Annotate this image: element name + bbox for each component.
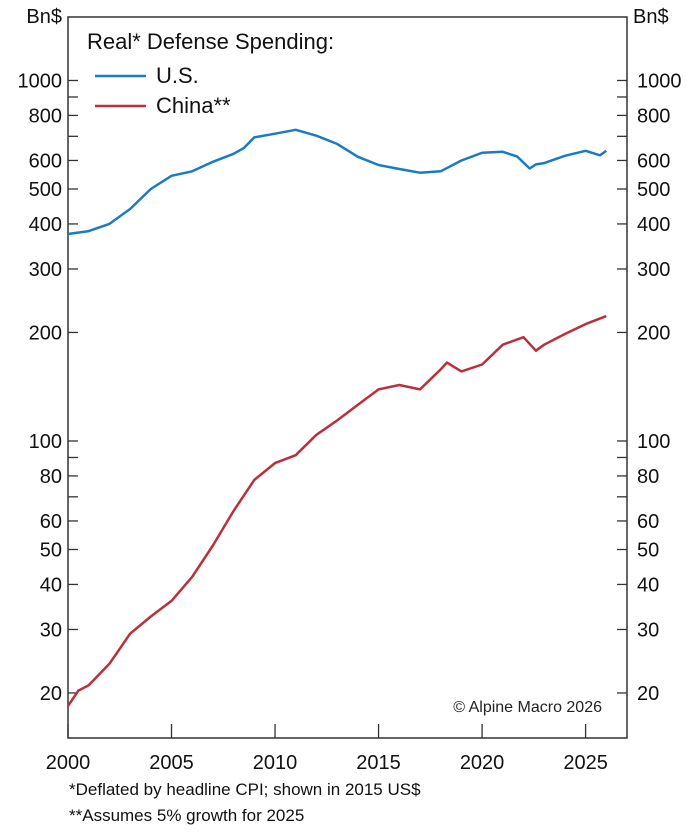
copyright-annotation: © Alpine Macro 2026 [453, 699, 602, 716]
y-tick-label-left: 30 [40, 619, 62, 641]
y-tick-label-right: 600 [637, 150, 670, 172]
y-tick-label-right: 40 [637, 574, 659, 596]
y-tick-label-right: 100 [637, 431, 670, 453]
y-tick-label-right: 200 [637, 322, 670, 344]
footnote-deflation: *Deflated by headline CPI; shown in 2015… [69, 780, 421, 799]
x-tick-label: 2010 [253, 752, 298, 774]
y-tick-label-left: 80 [40, 466, 62, 488]
series-line-us [67, 128, 608, 236]
y-tick-label-right: 80 [637, 466, 659, 488]
y-tick-label-left: 20 [40, 683, 62, 705]
x-tick-label: 2025 [563, 752, 608, 774]
x-tick-label: 2000 [46, 752, 91, 774]
y-tick-label-right: 400 [637, 214, 670, 236]
y-tick-label-right: 500 [637, 179, 670, 201]
y-tick-label-right: 60 [637, 511, 659, 533]
y-tick-label-right: 300 [637, 259, 670, 281]
legend-label-china: China** [156, 93, 231, 118]
footnote-growth-assumption: **Assumes 5% growth for 2025 [69, 806, 305, 825]
x-tick-label: 2005 [149, 752, 194, 774]
left-axis-unit: Bn$ [26, 6, 62, 28]
y-tick-label-left: 200 [29, 322, 62, 344]
y-tick-label-left: 300 [29, 259, 62, 281]
y-tick-label-right: 30 [637, 619, 659, 641]
plot-frame [67, 16, 628, 739]
y-tick-label-left: 60 [40, 511, 62, 533]
y-tick-label-right: 1000 [637, 70, 682, 92]
x-tick-label: 2020 [460, 752, 505, 774]
y-tick-label-left: 600 [29, 150, 62, 172]
legend-label-us: U.S. [156, 63, 199, 88]
y-tick-label-left: 100 [29, 431, 62, 453]
legend-title: Real* Defense Spending: [87, 29, 334, 54]
y-tick-label-left: 50 [40, 540, 62, 562]
x-tick-label: 2015 [356, 752, 401, 774]
y-tick-label-left: 400 [29, 214, 62, 236]
y-tick-label-left: 1000 [18, 70, 63, 92]
y-tick-label-left: 500 [29, 179, 62, 201]
y-tick-label-left: 800 [29, 105, 62, 127]
y-tick-label-right: 50 [637, 540, 659, 562]
series-line-china [66, 314, 607, 707]
y-tick-label-right: 20 [637, 683, 659, 705]
y-tick-label-right: 800 [637, 105, 670, 127]
y-tick-label-left: 40 [40, 574, 62, 596]
right-axis-unit: Bn$ [633, 6, 669, 28]
